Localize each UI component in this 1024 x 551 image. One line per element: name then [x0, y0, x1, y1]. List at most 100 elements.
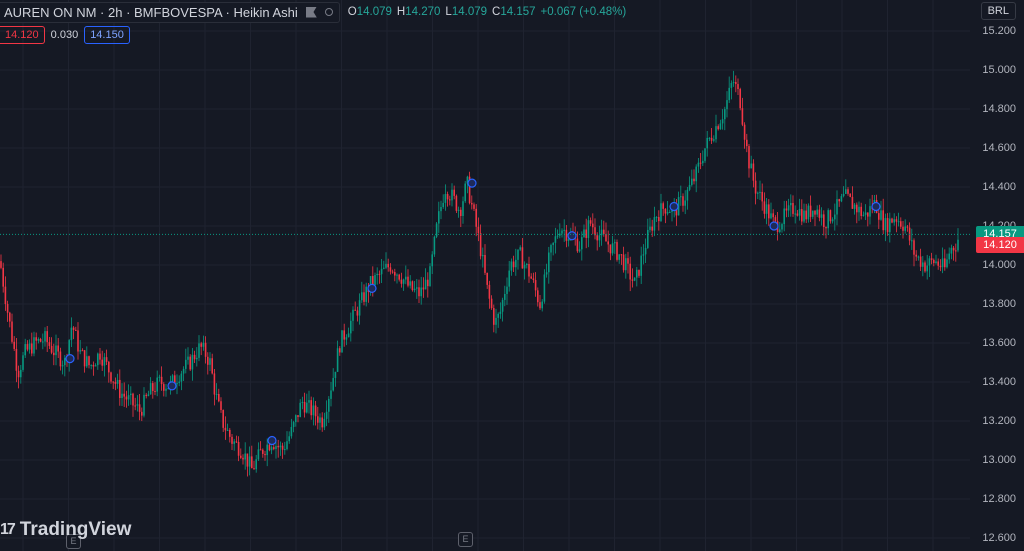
candle-body: [603, 229, 605, 235]
candle-body: [378, 273, 381, 275]
candle-body: [416, 287, 418, 289]
candle-body: [508, 270, 510, 287]
candle-body: [798, 209, 801, 216]
candle-body: [475, 208, 477, 227]
candle-body: [286, 441, 288, 450]
candle-body: [730, 82, 733, 88]
ask-price-button[interactable]: 14.150: [84, 26, 130, 44]
candle-body: [812, 210, 814, 217]
candle-body: [110, 372, 112, 382]
candle-body: [664, 208, 667, 214]
candle-body: [842, 193, 845, 197]
event-dot-icon: [769, 221, 779, 231]
candle-body: [418, 287, 420, 297]
candle-body: [70, 327, 73, 341]
candle-body: [259, 449, 262, 451]
candle-body: [61, 365, 64, 367]
event-dot-icon: [65, 354, 75, 364]
candle-body: [886, 218, 889, 233]
candle-body: [4, 286, 7, 305]
candle-body: [446, 193, 449, 200]
candle-body: [948, 253, 950, 260]
candle-body: [53, 352, 55, 356]
currency-button[interactable]: BRL: [980, 2, 1016, 20]
candle-body: [783, 208, 785, 225]
candle-body: [743, 124, 746, 140]
candle-body: [68, 340, 70, 361]
candle-body: [2, 267, 4, 287]
candle-body: [809, 205, 812, 217]
candle-body: [413, 288, 416, 291]
candle-body: [523, 264, 526, 269]
symbol-title[interactable]: AUREN ON NM · 2h · BMFBOVESPA · Heikin A…: [4, 4, 298, 20]
candle-body: [710, 137, 713, 141]
candle-body: [589, 220, 592, 224]
candle-body: [103, 357, 106, 366]
candle-body: [464, 183, 466, 202]
candle-body: [512, 261, 515, 268]
candle-body: [207, 356, 209, 365]
candle-body: [515, 259, 517, 268]
candle-body: [827, 210, 829, 229]
close-value: 14.157: [500, 6, 536, 18]
event-dot-icon: [467, 178, 477, 188]
candle-body: [405, 276, 407, 280]
candle-body: [88, 356, 90, 366]
candle-body: [409, 281, 411, 286]
candle-body: [20, 369, 22, 378]
candle-body: [724, 109, 726, 120]
low-label: L: [445, 6, 452, 18]
candle-body: [189, 356, 191, 370]
earnings-marker-icon[interactable]: E: [458, 532, 473, 547]
tradingview-logo[interactable]: 17 TradingView: [0, 519, 131, 541]
candle-body: [933, 259, 935, 264]
earnings-marker-icon[interactable]: E: [66, 534, 81, 549]
candle-body: [358, 300, 361, 316]
candle-body: [134, 405, 136, 407]
candle-body: [911, 240, 913, 242]
candle-body: [334, 371, 337, 378]
symbol-info[interactable]: AUREN ON NM · 2h · BMFBOVESPA · Heikin A…: [0, 1, 340, 23]
candle-body: [185, 359, 187, 369]
candle-body: [548, 252, 550, 273]
bid-price-button[interactable]: 14.120: [0, 26, 45, 44]
candle-body: [182, 368, 185, 374]
candle-body: [891, 218, 893, 223]
market-status-icon[interactable]: [324, 8, 333, 16]
candle-body: [836, 199, 838, 215]
candle-body: [605, 234, 607, 242]
candle-body: [772, 213, 774, 218]
candle-body: [429, 266, 431, 287]
candle-body: [119, 379, 121, 399]
candle-body: [385, 263, 387, 268]
candle-body: [308, 400, 310, 403]
candle-body: [838, 199, 840, 202]
candle-body: [264, 453, 266, 456]
candle-body: [438, 211, 440, 224]
candle-body: [856, 204, 858, 213]
candle-body: [6, 304, 9, 313]
candle-body: [682, 196, 684, 206]
candle-body: [952, 247, 955, 251]
candle-body: [658, 217, 660, 222]
candle-body: [702, 160, 704, 164]
legend-header: AUREN ON NM · 2h · BMFBOVESPA · Heikin A…: [0, 1, 626, 23]
candle-body: [642, 254, 645, 256]
candle-body: [420, 287, 422, 297]
candle-body: [101, 359, 103, 366]
candle-body: [468, 176, 471, 203]
candle-body: [559, 233, 561, 236]
candle-body: [44, 331, 46, 342]
ohlc-values: O14.079 H14.270 L14.079 C14.157 +0.067 (…: [348, 6, 626, 18]
flag-icon[interactable]: [305, 6, 317, 18]
candle-body: [64, 358, 66, 366]
candle-body: [820, 214, 823, 218]
candle-body: [497, 313, 499, 318]
candle-body: [72, 327, 75, 330]
price-axis-label: 13.200: [982, 415, 1016, 427]
candle-body: [301, 401, 304, 403]
candle-body: [576, 238, 579, 252]
candle-body: [356, 310, 359, 316]
candle-body: [422, 287, 425, 290]
